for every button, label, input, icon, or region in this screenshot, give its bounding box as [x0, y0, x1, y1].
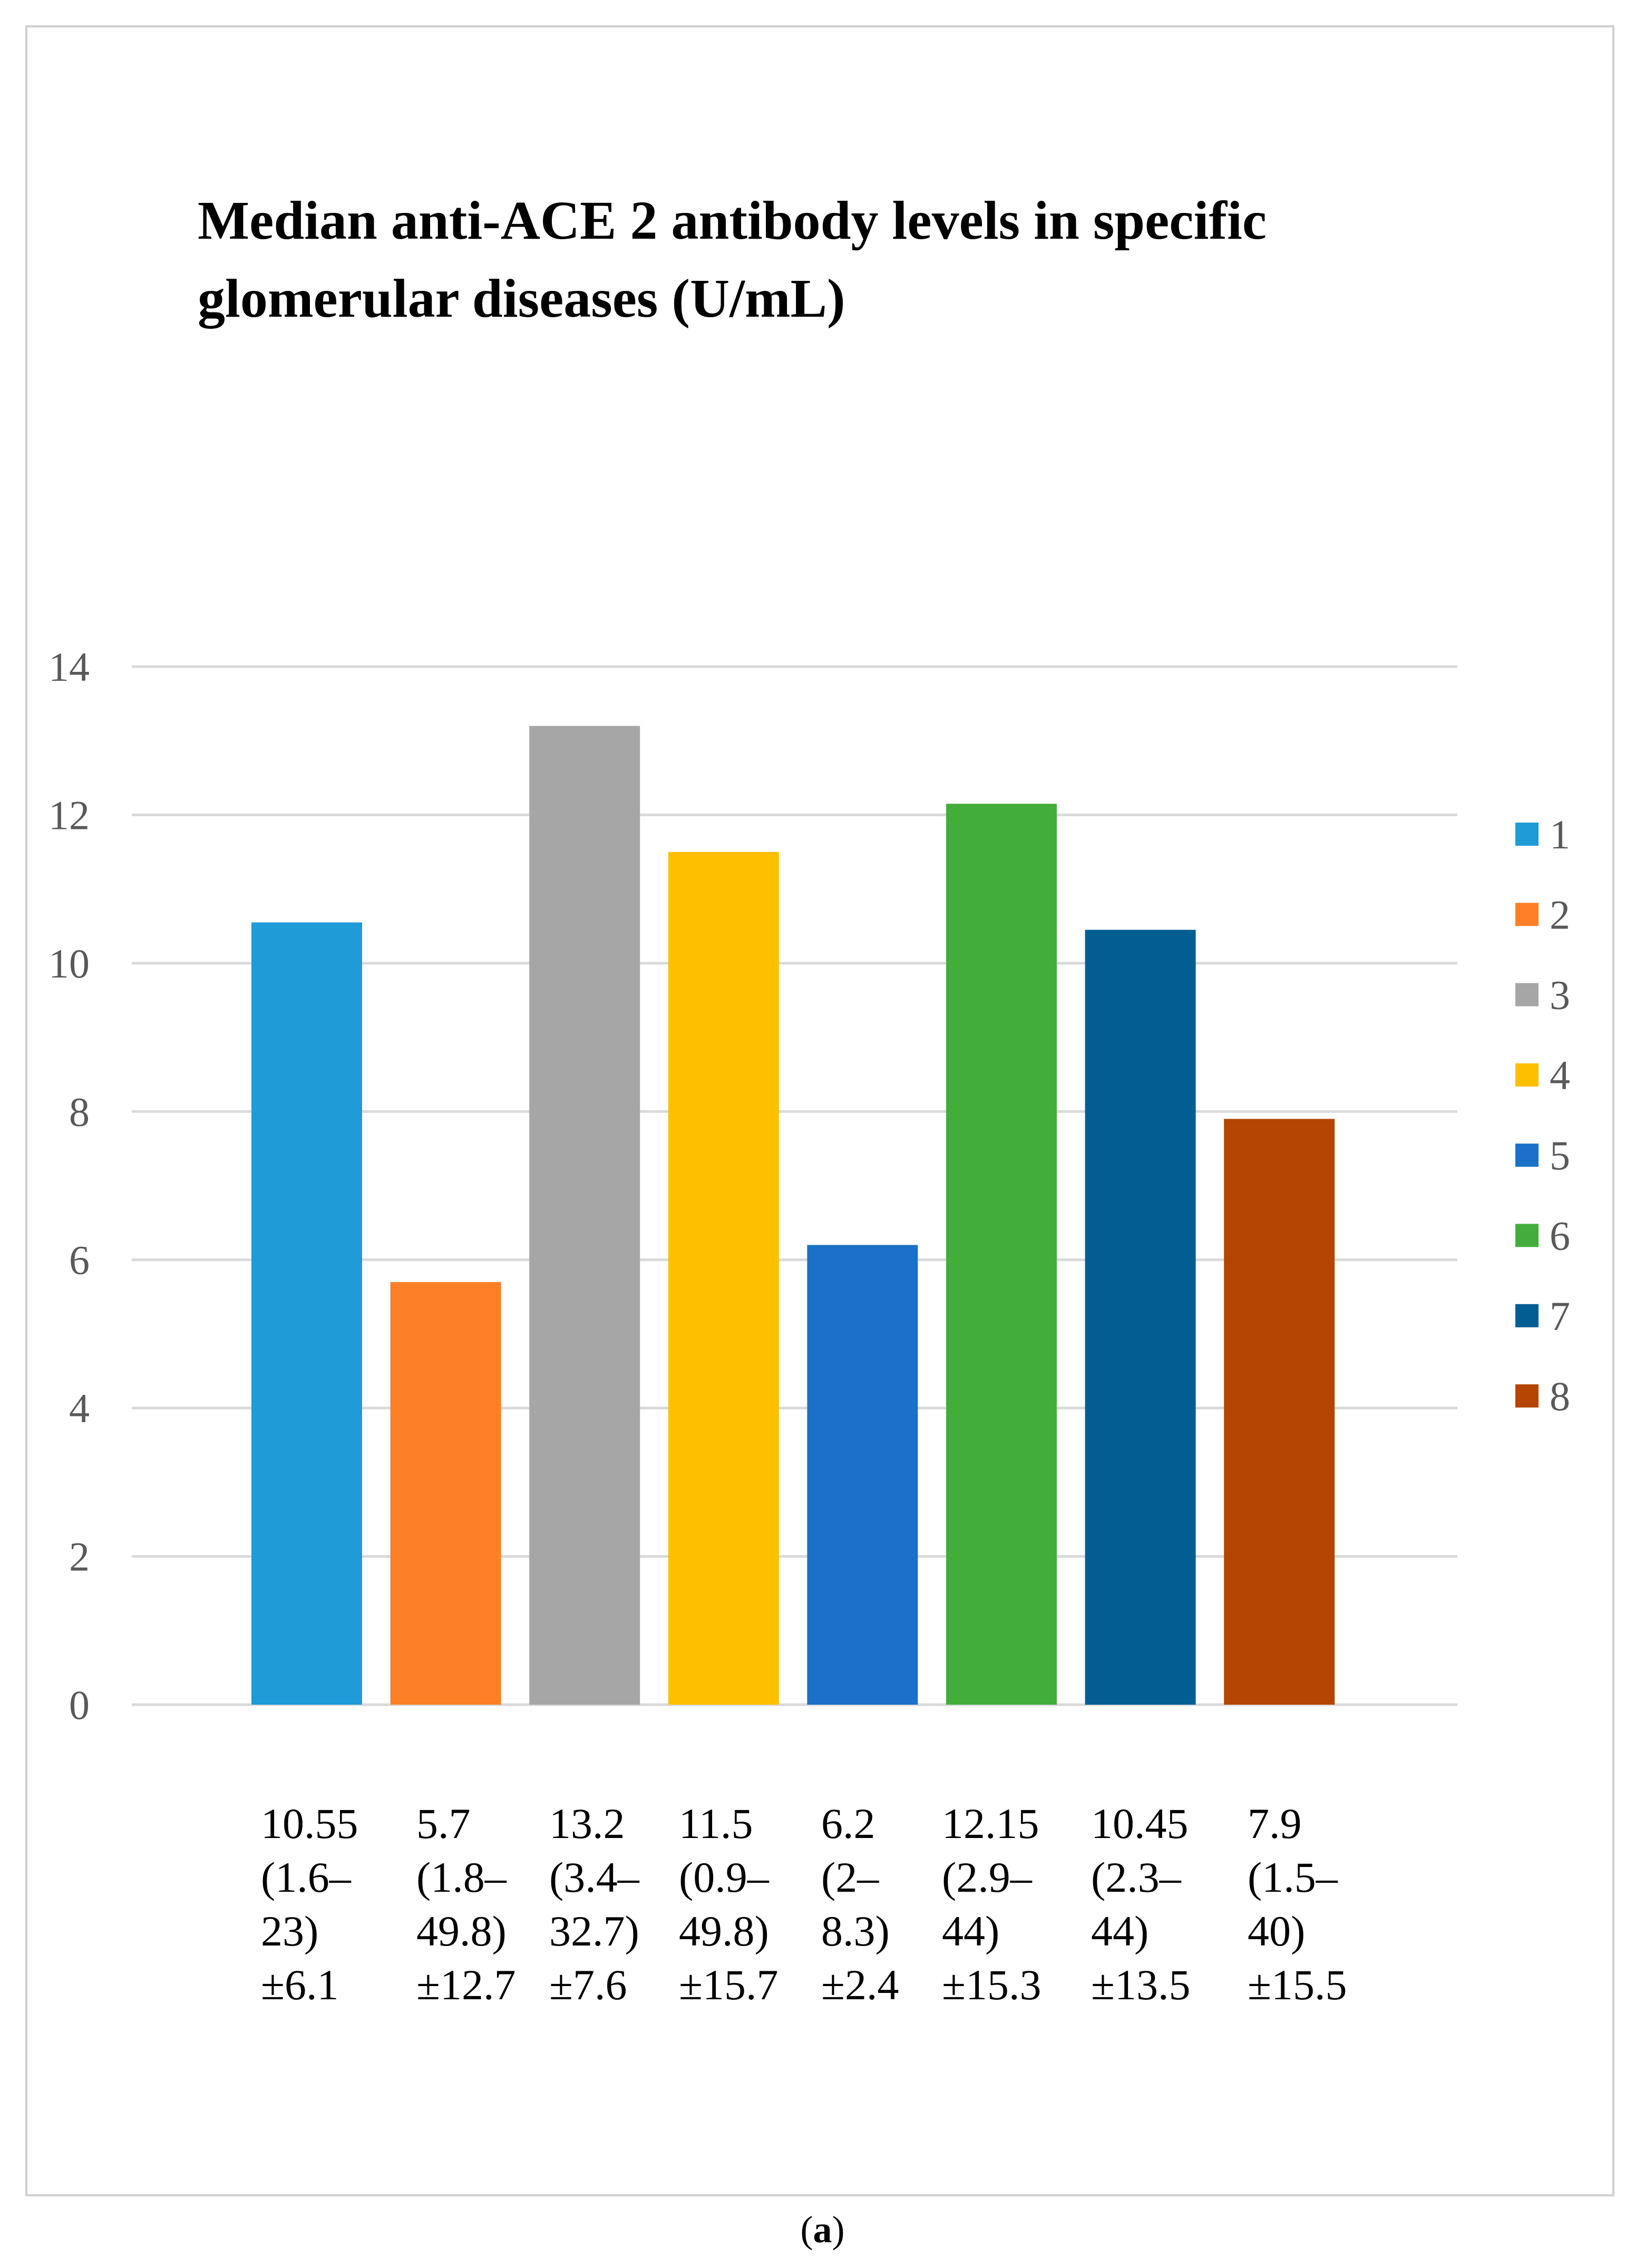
- bar-8: [1224, 1119, 1335, 1705]
- caption-close: ): [832, 2208, 845, 2251]
- y-tick-label: 10: [48, 941, 90, 986]
- caption-letter: a: [813, 2208, 832, 2251]
- category-label-6: 12.15 (2.9– 44) ±15.3: [942, 1800, 1041, 2009]
- category-label-3: 13.2 (3.4– 32.7) ±7.6: [549, 1800, 639, 2009]
- category-label-5: 6.2 (2– 8.3) ±2.4: [821, 1800, 899, 2009]
- legend-label-1: 1: [1550, 812, 1570, 857]
- legend-swatch-6: [1515, 1224, 1539, 1247]
- legend-swatch-1: [1515, 823, 1539, 846]
- y-tick-label: 4: [69, 1385, 90, 1431]
- legend-label-6: 6: [1550, 1213, 1570, 1259]
- category-label-7: 10.45 (2.3– 44) ±13.5: [1091, 1800, 1191, 2009]
- bar-3: [529, 726, 640, 1705]
- caption-open: (: [800, 2208, 813, 2251]
- bar-5: [807, 1245, 918, 1705]
- legend-swatch-8: [1515, 1384, 1539, 1408]
- bar-2: [390, 1282, 501, 1705]
- legend-label-3: 3: [1550, 972, 1570, 1018]
- bar-6: [946, 804, 1057, 1705]
- legend-swatch-4: [1515, 1063, 1539, 1087]
- category-label-2: 5.7 (1.8– 49.8) ±12.7: [416, 1800, 516, 2009]
- y-tick-label: 12: [48, 792, 90, 838]
- category-label-1: 10.55 (1.6– 23) ±6.1: [261, 1800, 358, 2009]
- category-label-4: 11.5 (0.9– 49.8) ±15.7: [679, 1800, 778, 2009]
- legend-swatch-5: [1515, 1143, 1539, 1167]
- category-label-8: 7.9 (1.5– 40) ±15.5: [1248, 1800, 1347, 2009]
- legend-label-5: 5: [1550, 1132, 1570, 1178]
- legend-swatch-2: [1515, 903, 1539, 926]
- y-tick-label: 8: [69, 1089, 90, 1135]
- figure-caption: (a): [0, 2208, 1645, 2252]
- y-tick-label: 14: [48, 644, 90, 690]
- legend-label-8: 8: [1550, 1373, 1570, 1419]
- y-tick-label: 0: [69, 1682, 90, 1728]
- bar-4: [668, 852, 779, 1705]
- bar-7: [1085, 930, 1196, 1705]
- legend-swatch-7: [1515, 1304, 1539, 1327]
- legend-label-2: 2: [1550, 892, 1570, 937]
- legend-swatch-3: [1515, 983, 1539, 1006]
- chart-title: Median anti-ACE 2 antibody levels in spe…: [198, 190, 1267, 329]
- y-tick-label: 6: [69, 1237, 90, 1283]
- bar-1: [251, 922, 362, 1705]
- legend-label-7: 7: [1550, 1293, 1570, 1339]
- legend-label-4: 4: [1550, 1052, 1570, 1098]
- y-tick-label: 2: [69, 1534, 90, 1580]
